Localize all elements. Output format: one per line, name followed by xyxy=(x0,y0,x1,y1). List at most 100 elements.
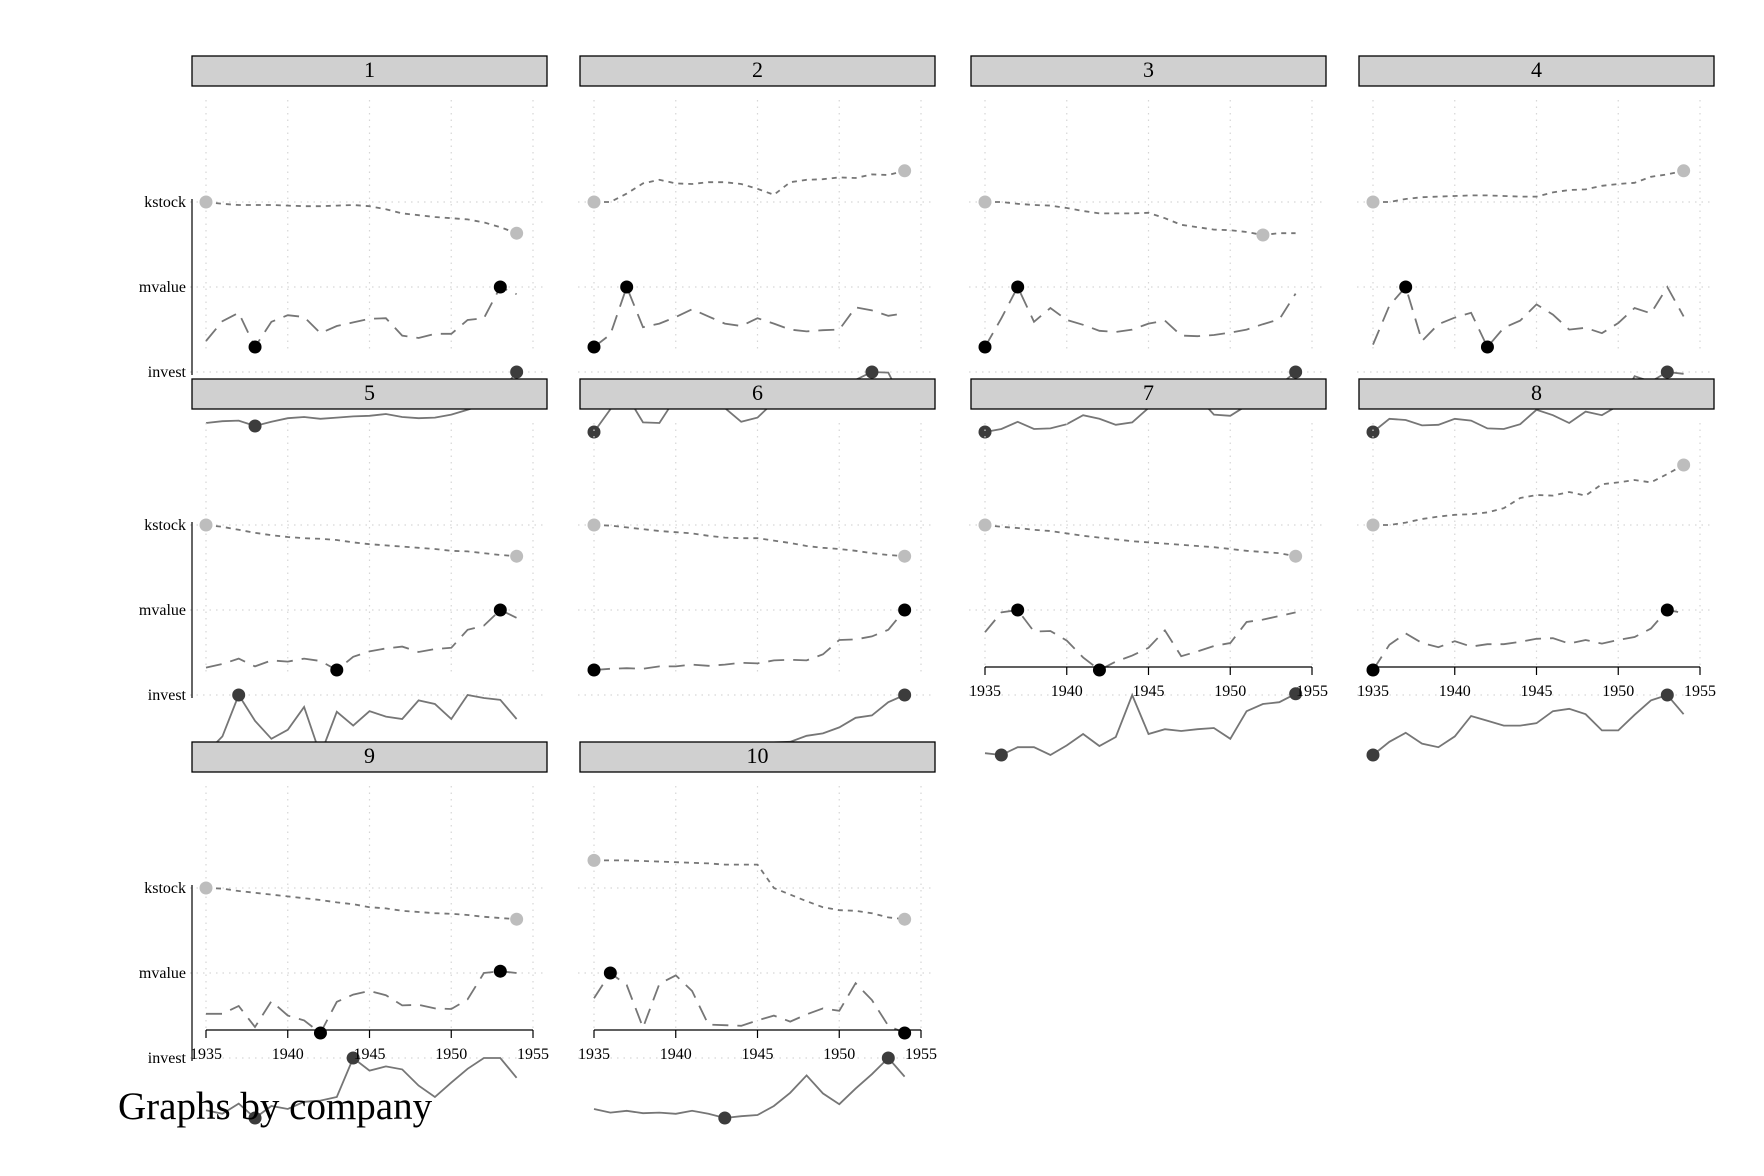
max-marker-invest xyxy=(232,688,246,702)
series-line-kstock xyxy=(205,201,517,235)
max-marker-invest xyxy=(510,365,524,379)
panel-title: 7 xyxy=(1143,380,1154,405)
max-marker-kstock xyxy=(1677,458,1691,472)
series-line-mvalue xyxy=(984,284,1297,348)
x-tick-label: 1935 xyxy=(1357,683,1389,700)
max-marker-kstock xyxy=(978,195,992,209)
panel-title: 2 xyxy=(752,57,763,82)
min-marker-kstock xyxy=(1366,518,1380,532)
panel-company-8: 8 1935 1940 1945 1950 1955 xyxy=(1357,378,1716,762)
panel-company-3: 3 xyxy=(969,55,1327,439)
panel-company-6: 6 xyxy=(578,378,936,762)
max-marker-mvalue xyxy=(603,966,617,980)
x-tick-label: 1940 xyxy=(1051,683,1083,700)
x-tick-label: 1950 xyxy=(823,1046,855,1063)
panel-strip xyxy=(970,378,1327,410)
series-line-invest xyxy=(984,692,1297,757)
y-tick-label: invest xyxy=(148,364,187,381)
panel-strip xyxy=(191,55,548,87)
series-line-invest xyxy=(1372,693,1685,756)
panel-title: 8 xyxy=(1531,380,1542,405)
series-line-kstock xyxy=(1373,464,1685,526)
series-line-kstock xyxy=(205,524,517,558)
series-line-mvalue xyxy=(593,971,905,1034)
min-marker-kstock xyxy=(898,912,912,926)
max-marker-kstock xyxy=(978,518,992,532)
panel-strip xyxy=(191,741,548,773)
max-marker-mvalue xyxy=(1399,280,1413,294)
panel-company-9: 9 kstock mvalue invest 1935 1940 1945 1950 1955 xyxy=(139,741,549,1125)
min-marker-mvalue xyxy=(330,663,344,677)
panel-title: 9 xyxy=(364,743,375,768)
max-marker-kstock xyxy=(199,195,213,209)
panel-title: 4 xyxy=(1531,57,1542,82)
min-marker-kstock xyxy=(510,549,524,563)
y-tick-label: mvalue xyxy=(139,965,186,982)
series-line-kstock xyxy=(593,524,905,558)
min-marker-mvalue xyxy=(978,340,992,354)
x-tick-label: 1950 xyxy=(1602,683,1634,700)
x-tick-label: 1935 xyxy=(969,683,1001,700)
max-marker-kstock xyxy=(587,853,601,867)
max-marker-invest xyxy=(1660,365,1674,379)
series-line-mvalue xyxy=(206,970,517,1035)
min-marker-mvalue xyxy=(313,1026,327,1040)
min-marker-kstock xyxy=(510,912,524,926)
panel-company-5: 5 kstock mvalue invest xyxy=(139,378,548,762)
max-marker-mvalue xyxy=(1011,280,1025,294)
y-tick-label: mvalue xyxy=(139,279,186,296)
min-marker-invest xyxy=(978,425,992,439)
graphs-by-note: Graphs by company xyxy=(118,1085,433,1128)
max-marker-invest xyxy=(881,1051,895,1065)
min-marker-kstock xyxy=(1256,228,1270,242)
series-line-kstock xyxy=(984,524,1296,558)
x-tick-label: 1950 xyxy=(435,1046,467,1063)
series-line-mvalue xyxy=(205,608,517,672)
panel-strip xyxy=(579,378,936,410)
max-marker-mvalue xyxy=(493,964,507,978)
min-marker-mvalue xyxy=(898,1026,912,1040)
x-tick-label: 1945 xyxy=(354,1046,386,1063)
max-marker-mvalue xyxy=(493,280,507,294)
min-marker-kstock xyxy=(510,226,524,240)
series-line-kstock xyxy=(205,887,517,921)
max-marker-mvalue xyxy=(1011,603,1025,617)
min-marker-invest xyxy=(1366,425,1380,439)
series-line-mvalue xyxy=(205,285,517,349)
panel-company-7: 7 1935 1940 1945 1950 1955 xyxy=(969,378,1328,762)
x-tick-label: 1935 xyxy=(578,1046,610,1063)
min-marker-mvalue xyxy=(1092,663,1106,677)
min-marker-invest xyxy=(248,419,262,433)
panel-strip xyxy=(579,741,936,773)
x-tick-label: 1955 xyxy=(1684,683,1716,700)
min-marker-invest xyxy=(718,1111,732,1125)
panel-strip xyxy=(579,55,936,87)
panel-company-10: 10 1935 1940 1945 1950 1955 xyxy=(578,741,937,1125)
y-tick-label: kstock xyxy=(144,880,186,897)
y-tick-label: kstock xyxy=(144,194,186,211)
panel-strip xyxy=(1358,55,1715,87)
series-line-kstock xyxy=(594,169,905,203)
max-marker-invest xyxy=(1289,365,1303,379)
series-line-mvalue xyxy=(593,284,905,348)
y-tick-label: kstock xyxy=(144,517,186,534)
max-marker-invest xyxy=(898,688,912,702)
min-marker-invest xyxy=(248,1111,262,1125)
panel-company-1: 1 kstock mvalue invest xyxy=(139,55,548,433)
min-marker-kstock xyxy=(1289,549,1303,563)
panel-company-2: 2 xyxy=(578,55,936,439)
series-line-mvalue xyxy=(984,609,1296,672)
max-marker-invest xyxy=(865,365,879,379)
x-tick-label: 1940 xyxy=(660,1046,692,1063)
series-line-invest xyxy=(205,693,518,758)
max-marker-invest xyxy=(1289,687,1303,701)
x-tick-label: 1945 xyxy=(1521,683,1553,700)
y-tick-label: mvalue xyxy=(139,602,186,619)
min-marker-invest xyxy=(587,425,601,439)
panel-title: 6 xyxy=(752,380,763,405)
max-marker-kstock xyxy=(1677,164,1691,178)
panel-strip xyxy=(191,378,548,410)
min-marker-kstock xyxy=(1366,195,1380,209)
max-marker-mvalue xyxy=(620,280,634,294)
